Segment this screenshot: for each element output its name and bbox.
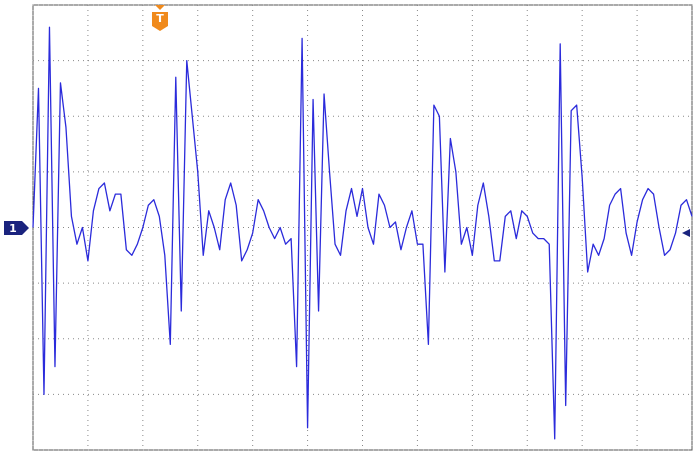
trigger-label: T [156,12,164,25]
channel-label: 1 [9,222,17,235]
trace [32,26,693,440]
waveform [32,26,693,440]
channel-marker: 1 [4,221,29,235]
level-arrow [682,229,690,237]
grid [32,4,693,451]
trigger-marker: T [152,5,168,31]
